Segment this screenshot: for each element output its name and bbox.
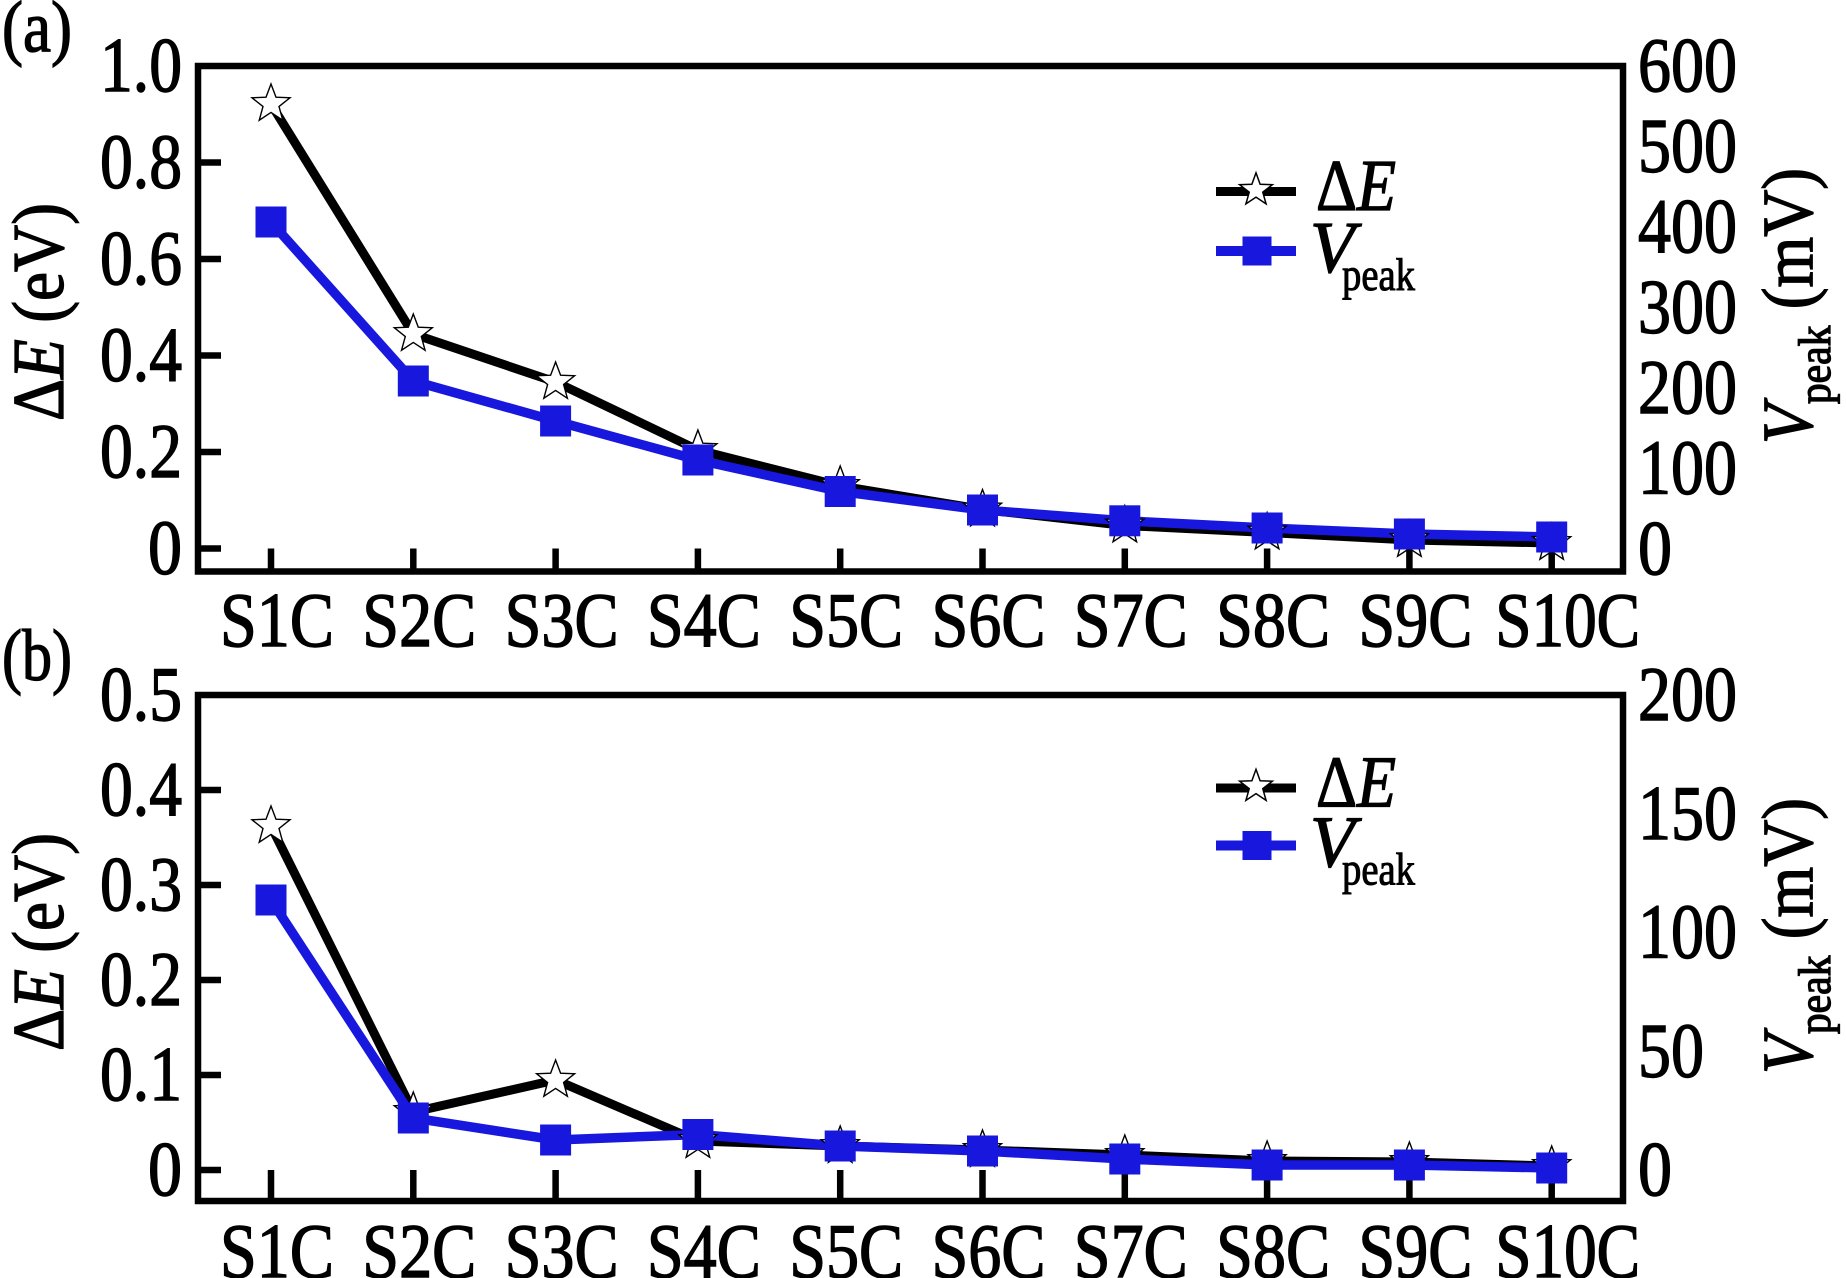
svg-text:S6C: S6C (932, 577, 1046, 663)
svg-text:0.8: 0.8 (100, 119, 182, 205)
svg-text:S3C: S3C (505, 1208, 619, 1278)
svg-text:S5C: S5C (789, 577, 903, 663)
svg-text:peak: peak (1342, 844, 1415, 895)
svg-text:0: 0 (148, 505, 182, 591)
svg-text:S8C: S8C (1216, 1208, 1330, 1278)
svg-text:S5C: S5C (789, 1208, 903, 1278)
svg-text:V: V (1310, 207, 1362, 288)
svg-text:S7C: S7C (1074, 1208, 1188, 1278)
svg-text:0: 0 (148, 1126, 182, 1212)
svg-text:100: 100 (1638, 889, 1737, 975)
svg-text:(a): (a) (2, 0, 72, 68)
svg-text:0: 0 (1638, 1126, 1672, 1212)
svg-text:S10C: S10C (1495, 577, 1640, 663)
svg-text:1.0: 1.0 (100, 22, 182, 108)
svg-text:50: 50 (1638, 1007, 1704, 1093)
svg-text:500: 500 (1638, 103, 1737, 189)
svg-text:0.6: 0.6 (100, 215, 182, 301)
svg-text:S7C: S7C (1074, 577, 1188, 663)
svg-text:100: 100 (1638, 425, 1737, 511)
svg-text:ΔE: ΔE (1316, 145, 1396, 226)
svg-text:S1C: S1C (220, 577, 334, 663)
svg-text:S2C: S2C (362, 577, 476, 663)
svg-text:S9C: S9C (1358, 1208, 1472, 1278)
svg-text:300: 300 (1638, 264, 1737, 350)
svg-text:S6C: S6C (932, 1208, 1046, 1278)
svg-text:S2C: S2C (362, 1208, 476, 1278)
svg-text:ΔE (eV): ΔE (eV) (0, 203, 79, 421)
svg-text:S8C: S8C (1216, 577, 1330, 663)
svg-text:0.2: 0.2 (100, 936, 182, 1022)
svg-text:0.4: 0.4 (100, 746, 182, 832)
svg-text:S9C: S9C (1358, 577, 1472, 663)
svg-text:0.4: 0.4 (100, 312, 182, 398)
svg-text:0.5: 0.5 (100, 651, 182, 737)
svg-text:peak: peak (1342, 249, 1415, 300)
svg-text:200: 200 (1638, 344, 1737, 430)
svg-text:ΔE (eV): ΔE (eV) (0, 833, 79, 1051)
svg-text:0.2: 0.2 (100, 408, 182, 494)
svg-text:(b): (b) (2, 615, 72, 696)
svg-text:S3C: S3C (505, 577, 619, 663)
svg-text:600: 600 (1638, 22, 1737, 108)
svg-text:Vpeak (mV): Vpeak (mV) (1748, 168, 1840, 444)
svg-text:ΔE: ΔE (1316, 742, 1396, 823)
svg-text:0.3: 0.3 (100, 841, 182, 927)
svg-text:0: 0 (1638, 505, 1672, 591)
svg-text:V: V (1310, 802, 1362, 883)
svg-text:150: 150 (1638, 770, 1737, 856)
svg-text:0.1: 0.1 (100, 1031, 182, 1117)
svg-text:S4C: S4C (647, 577, 761, 663)
svg-text:S4C: S4C (647, 1208, 761, 1278)
svg-text:Vpeak (mV): Vpeak (mV) (1748, 798, 1840, 1074)
svg-text:200: 200 (1638, 651, 1737, 737)
svg-text:400: 400 (1638, 183, 1737, 269)
svg-text:S10C: S10C (1495, 1208, 1640, 1278)
svg-text:S1C: S1C (220, 1208, 334, 1278)
